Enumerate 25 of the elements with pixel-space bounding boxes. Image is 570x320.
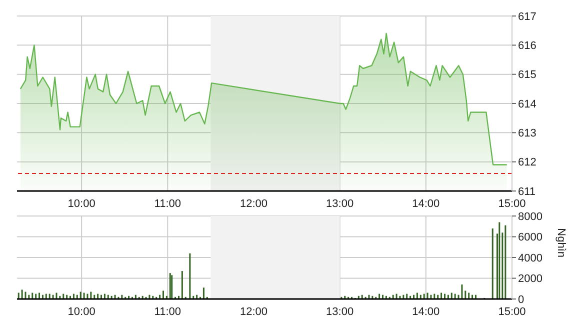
x-tick-label: 15:00 [498, 306, 526, 318]
y-tick-label: 4000 [518, 252, 542, 264]
y-tick-label: 611 [518, 186, 536, 198]
x-tick-label: 12:00 [240, 198, 268, 210]
x-tick-label: 14:00 [412, 306, 440, 318]
y-tick-label: 612 [518, 156, 536, 169]
y-tick-label: 616 [518, 40, 536, 52]
y-tick-label: 0 [518, 294, 524, 306]
y-tick-label: 615 [518, 69, 536, 82]
x-tick-label: 10:00 [68, 306, 96, 318]
x-tick-label: 14:00 [412, 198, 440, 210]
x-tick-label: 11:00 [154, 306, 182, 318]
y-axis-title: Nghìn [555, 228, 568, 258]
x-tick-label: 10:00 [68, 198, 96, 210]
y-tick-label: 613 [518, 128, 536, 140]
y-tick-label: 2000 [518, 273, 542, 286]
x-tick-label: 13:00 [326, 306, 354, 318]
x-tick-label: 15:00 [498, 198, 526, 210]
y-tick-label: 614 [518, 98, 536, 110]
x-tick-label: 12:00 [240, 306, 268, 318]
x-tick-label: 11:00 [154, 198, 182, 210]
y-tick-label: 617 [518, 10, 536, 23]
y-tick-label: 6000 [518, 232, 542, 244]
y-tick-label: 8000 [518, 210, 542, 223]
x-tick-label: 13:00 [326, 198, 354, 210]
